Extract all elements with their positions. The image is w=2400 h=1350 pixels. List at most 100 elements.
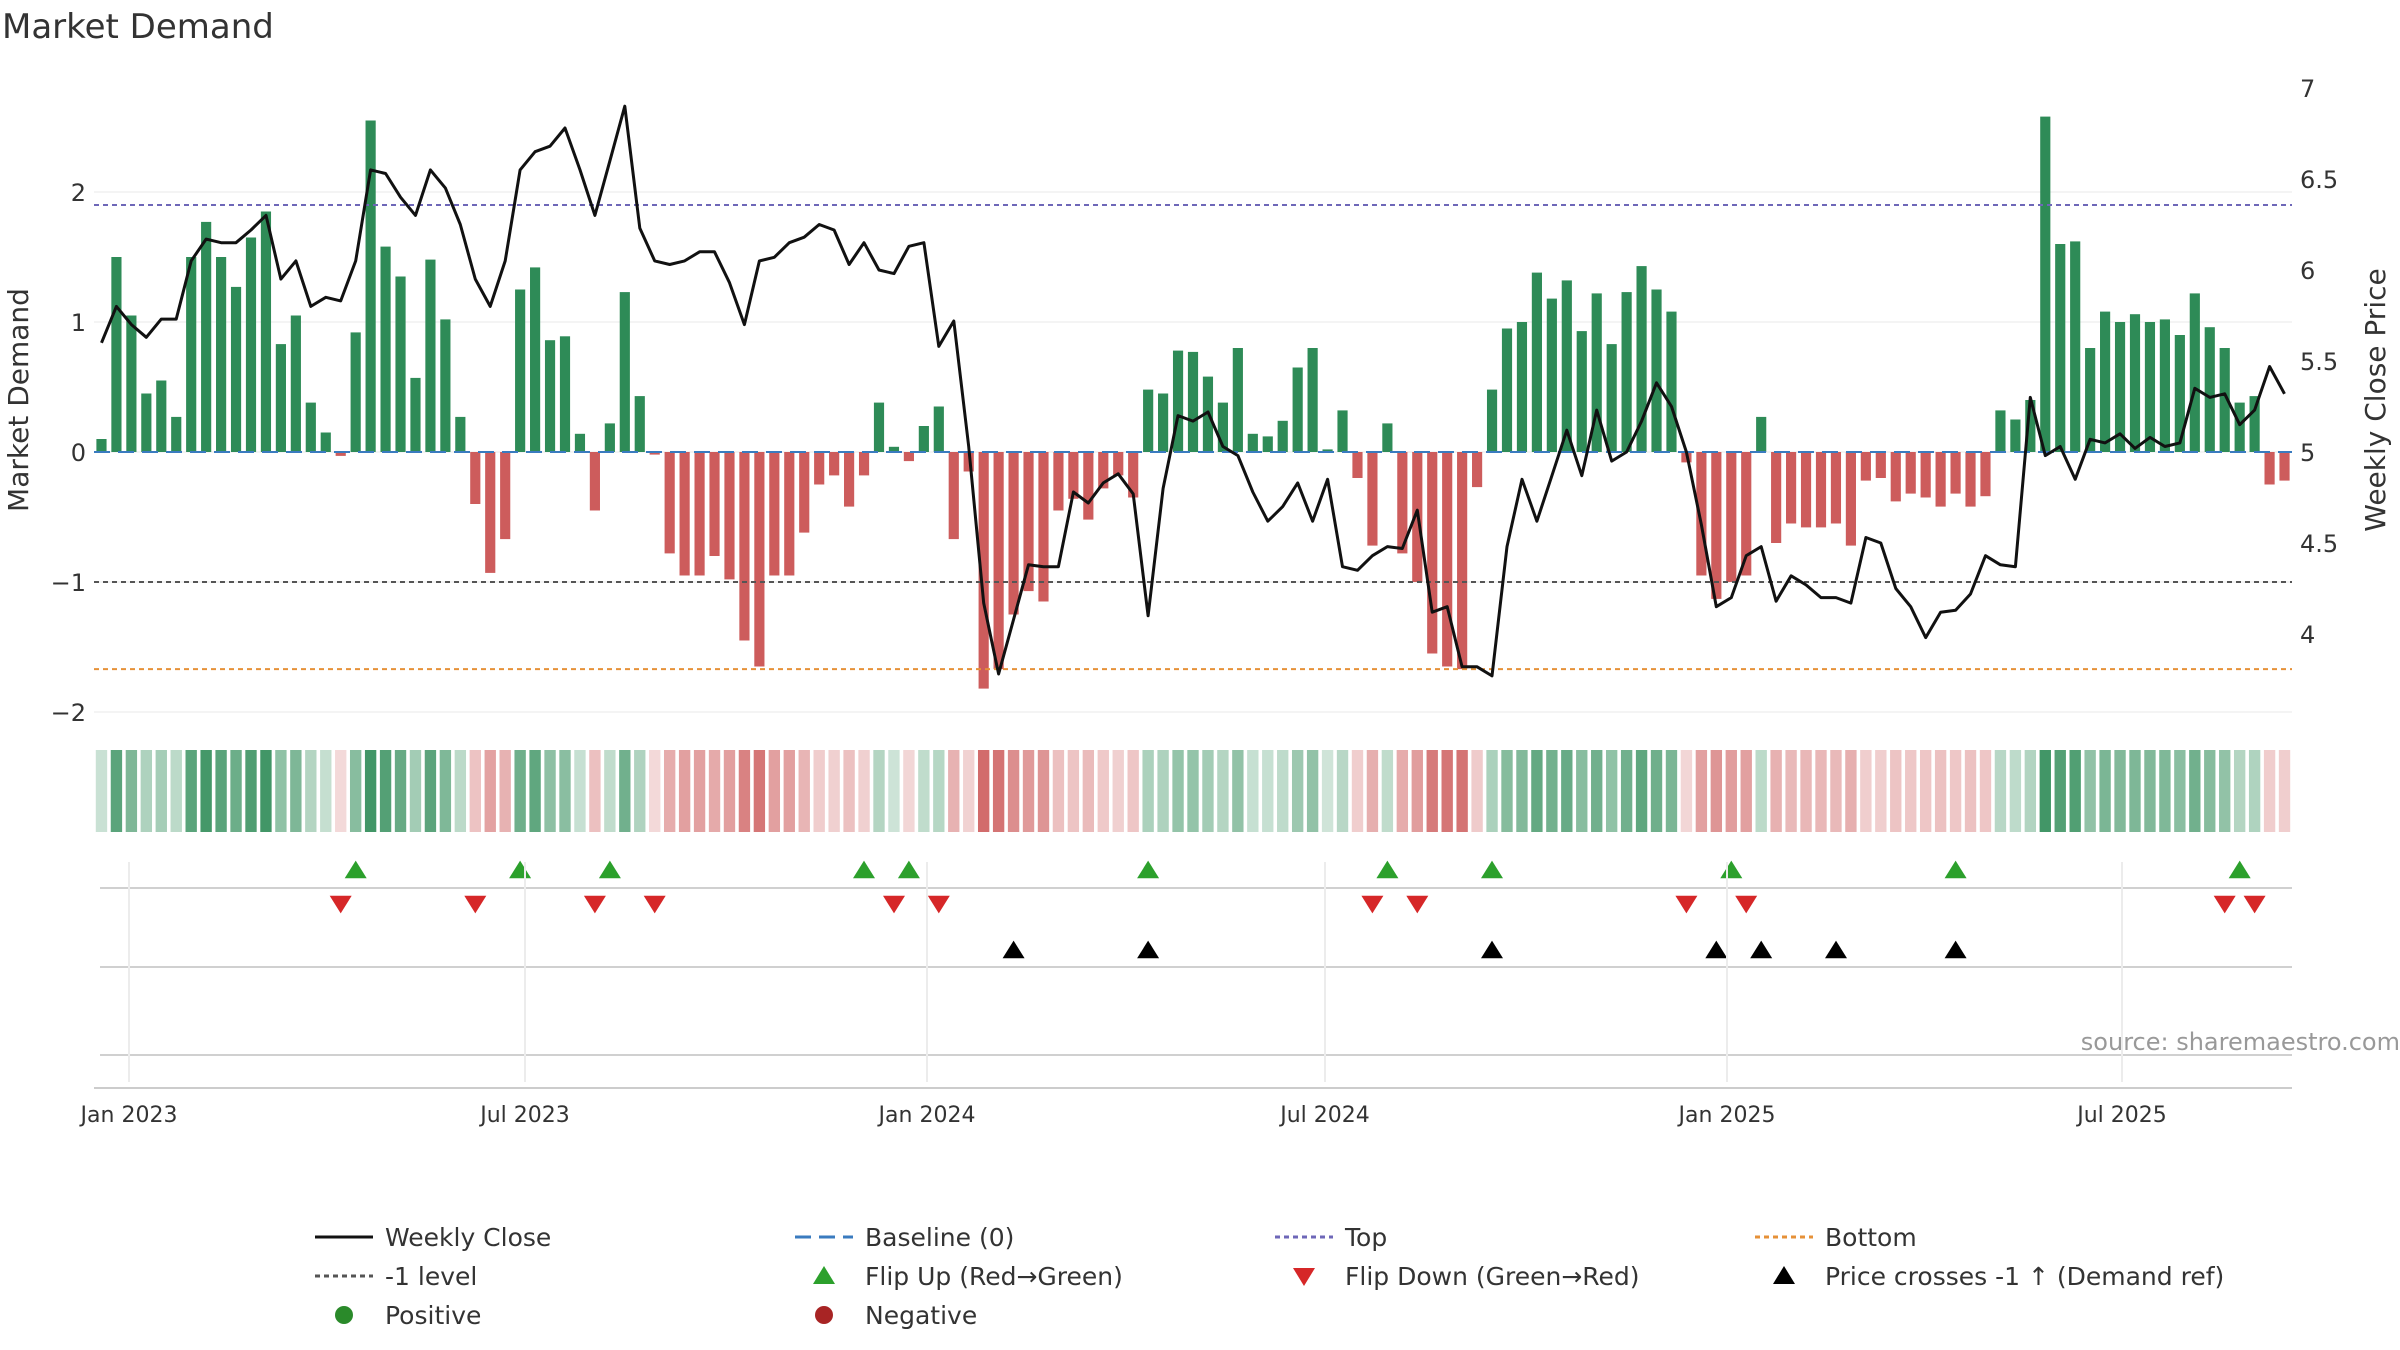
y2-axis-label: Weekly Close Price — [2359, 268, 2392, 531]
heat-cell — [768, 750, 781, 832]
demand-bar — [619, 292, 630, 452]
demand-bar — [1621, 292, 1632, 452]
x-tick-label: Jul 2023 — [478, 1103, 570, 1128]
heat-cell — [1875, 750, 1887, 832]
heat-cell — [95, 750, 108, 832]
demand-bar — [335, 452, 346, 456]
heat-cell — [379, 750, 392, 832]
y-tick-label: −1 — [51, 569, 86, 597]
flip-down-marker — [643, 895, 666, 914]
heat-cell — [200, 750, 212, 832]
heat-cell — [619, 750, 631, 832]
demand-bar — [455, 416, 466, 452]
heat-cell — [1217, 750, 1229, 832]
demand-bar — [2234, 402, 2245, 452]
heat-cell — [1336, 750, 1349, 832]
heat-cell — [708, 750, 721, 832]
heat-cell — [2204, 750, 2216, 832]
demand-bar — [2219, 348, 2230, 452]
demand-bar — [1442, 452, 1453, 667]
heat-cell — [1007, 750, 1020, 832]
legend: Weekly Close Baseline (0) Top Bottom -1 leve… — [315, 1223, 2224, 1330]
heat-cell — [1919, 750, 1932, 832]
heat-cell — [2084, 750, 2096, 832]
demand-bar — [470, 452, 481, 504]
demand-bar — [1397, 452, 1408, 554]
y2-tick-label: 6 — [2300, 257, 2315, 285]
demand-bar — [290, 315, 301, 452]
demand-bar — [2085, 348, 2096, 452]
demand-bar — [1516, 322, 1528, 452]
x-tick-label: Jan 2025 — [1677, 1103, 1776, 1128]
heat-cell — [1052, 750, 1065, 832]
heat-cell — [1785, 750, 1797, 832]
heat-cell — [1142, 750, 1154, 832]
heat-cell — [574, 750, 586, 832]
demand-bar — [1307, 348, 1318, 452]
legend-label: Baseline (0) — [865, 1223, 1014, 1252]
demand-bar — [604, 423, 615, 452]
heat-cell — [1949, 750, 1962, 832]
price-cross-marker — [1705, 940, 1728, 959]
heat-cell — [2114, 750, 2126, 832]
demand-bar — [1128, 452, 1139, 498]
price-cross-marker — [1137, 940, 1160, 959]
demand-bar — [1815, 452, 1827, 528]
demand-bar — [1008, 452, 1019, 615]
demand-bar — [814, 452, 825, 485]
demand-bar — [515, 289, 526, 452]
heat-cell — [1426, 750, 1438, 832]
heat-cell — [424, 750, 437, 832]
heat-cell — [888, 750, 900, 832]
demand-bar — [275, 344, 286, 452]
demand-bar — [873, 402, 885, 452]
heat-cell — [394, 750, 407, 832]
demand-bar — [350, 332, 361, 452]
heat-cell — [1650, 750, 1663, 832]
flip-up-marker — [853, 860, 875, 879]
demand-bar — [2025, 400, 2036, 452]
demand-bar — [2279, 452, 2290, 481]
demand-bar — [1023, 452, 1034, 592]
heat-cell — [1067, 750, 1080, 832]
demand-bar — [1187, 351, 1199, 452]
heat-cell — [1546, 750, 1558, 832]
demand-bar — [1845, 452, 1856, 546]
heat-cell — [2054, 750, 2066, 832]
heat-cell — [409, 750, 422, 832]
x-tick-label: Jul 2025 — [2075, 1103, 2167, 1128]
heat-cell — [828, 750, 840, 832]
heat-cell — [1695, 750, 1708, 832]
weekly-close-series — [100, 104, 2286, 678]
demand-bar — [1232, 348, 1243, 452]
flip-down-marker — [1735, 895, 1758, 914]
flip-up-marker — [1376, 860, 1399, 879]
heat-cell — [1262, 750, 1274, 832]
x-axis-ticks: Jan 2023 Jul 2023 Jan 2024 Jul 2024 Jan 2025… — [79, 862, 2292, 1128]
demand-bar — [709, 452, 720, 556]
demand-bar — [948, 452, 959, 540]
price-cross-marker — [1002, 940, 1025, 959]
demand-bar — [201, 221, 212, 452]
demand-bar — [141, 393, 152, 452]
y2-tick-label: 5.5 — [2300, 348, 2338, 376]
heat-cell — [1291, 750, 1304, 832]
demand-bar — [1591, 293, 1602, 452]
demand-bar — [754, 452, 765, 667]
demand-bar — [1322, 449, 1333, 452]
demand-bar — [829, 452, 840, 476]
heat-cell — [245, 750, 257, 832]
price-cross-marker — [1944, 940, 1967, 959]
heat-cell — [1725, 750, 1737, 832]
demand-bar — [1172, 350, 1184, 452]
heat-cell — [693, 750, 706, 832]
legend-swatch — [815, 1306, 833, 1324]
heat-cell — [2009, 750, 2022, 832]
heat-cell — [364, 750, 377, 832]
heat-cell — [1934, 750, 1947, 832]
legend-label: Positive — [385, 1301, 481, 1330]
legend-label: Top — [1344, 1223, 1387, 1252]
demand-bar — [365, 120, 376, 452]
legend-label: Price crosses -1 ↑ (Demand ref) — [1825, 1262, 2224, 1291]
